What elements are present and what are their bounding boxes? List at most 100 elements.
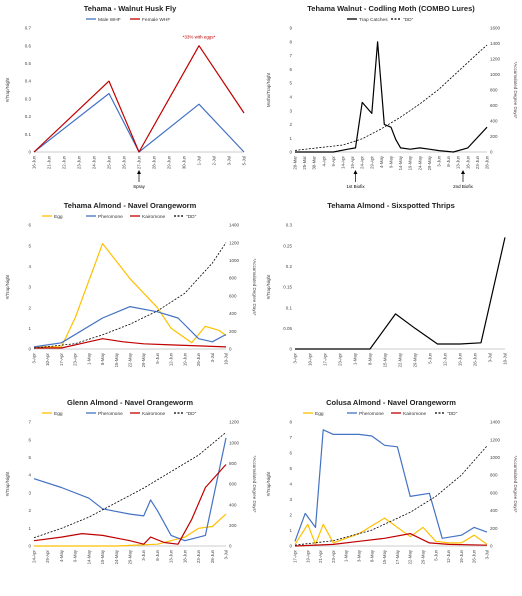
y2-tick-label: 200 — [229, 329, 237, 334]
x-tick-label: 3-Jun — [141, 549, 146, 560]
x-tick-label: 26-Jun — [472, 549, 477, 563]
chart-title: Tehama Almond - Sixspotted Thrips — [327, 201, 455, 210]
legend-label-egg: Egg — [315, 411, 324, 417]
y2-tick-label: 1200 — [490, 437, 501, 442]
x-tick-label: 19-Apr — [350, 155, 355, 168]
x-tick-label: 28-Jun — [152, 155, 157, 169]
y-tick-label: 2 — [289, 122, 292, 127]
x-tick-label: 13-Jun — [456, 155, 461, 169]
y2-tick-label: 800 — [229, 461, 237, 466]
y-axis-label: #/Trap/Night — [5, 274, 10, 299]
legend-label-pheromone: Pheromone — [98, 214, 123, 220]
chart-panel-glenn-navel-orangeworm: Glenn Almond - Navel Orangeworm Egg Pherom… — [0, 394, 261, 591]
y-tick-label: 0.25 — [283, 243, 292, 248]
y2-tick-label: 1400 — [490, 420, 501, 425]
series-line-kairomone — [33, 464, 227, 545]
x-tick-label: 25-Jun — [107, 155, 112, 169]
chart-title: Colusa Almond - Navel Orangeworm — [326, 398, 456, 407]
x-tick-label: 3-Jul — [488, 353, 493, 362]
y2-tick-label: 800 — [490, 473, 498, 478]
y2-axis-label: *Accumulated Degree Days* — [513, 455, 518, 512]
x-tick-label: 23-Jun — [196, 549, 201, 563]
x-tick-label: 17-May — [395, 549, 400, 564]
series-line-thrips — [295, 237, 506, 350]
marker-arrow-head — [137, 170, 141, 174]
y-tick-label: 0 — [289, 544, 292, 549]
y-tick-label: 1 — [289, 136, 292, 141]
legend-label-kairomone: Kairomone — [142, 411, 166, 417]
y2-tick-label: 0 — [229, 544, 232, 549]
x-tick-label: 24-Jun — [92, 155, 97, 169]
x-tick-label: 5-Jun — [433, 549, 438, 560]
y2-tick-label: 1400 — [229, 223, 240, 228]
legend-label-dd: "DD" — [447, 411, 458, 417]
legend-label-pheromone: Pheromone — [98, 411, 123, 417]
x-tick-label: 29-Apr — [45, 549, 50, 562]
x-tick-label: 14-May — [398, 155, 403, 170]
y-tick-label: 3 — [289, 108, 292, 113]
y-tick-label: 0.05 — [283, 326, 292, 331]
x-tick-label: 9-Apr — [331, 155, 336, 166]
y-tick-label: 6 — [289, 451, 292, 456]
y-tick-label: 3 — [28, 285, 31, 290]
x-tick-label: 27-Jun — [137, 155, 142, 169]
y-axis-label: #/Trap/Night — [5, 471, 10, 496]
legend-label-dd: "DD" — [186, 214, 197, 220]
marker-arrow-head — [461, 170, 465, 174]
x-tick-label: 30-Mar — [312, 155, 317, 169]
y-tick-label: 0.15 — [283, 285, 292, 290]
y-tick-label: 9 — [289, 26, 292, 31]
x-tick-label: 8-May — [100, 352, 105, 365]
y-tick-label: 1 — [28, 326, 31, 331]
x-tick-label: 17-Apr — [59, 352, 64, 365]
x-tick-label: 24-May — [417, 155, 422, 170]
chart-title: Tehama - Walnut Husk Fly — [84, 4, 177, 13]
x-tick-label: 1-Jul — [197, 156, 202, 165]
y2-tick-label: 1600 — [490, 26, 501, 31]
series-line-egg — [294, 517, 488, 545]
y-tick-label: 6 — [28, 437, 31, 442]
x-tick-label: 14-May — [86, 549, 91, 564]
x-tick-label: 15-May — [382, 549, 387, 564]
x-tick-label: 10-Jul — [224, 353, 229, 365]
y-tick-label: 7 — [289, 53, 292, 58]
x-tick-label: 16-Jun — [32, 155, 37, 169]
y-axis-label: #/Trap/Night — [266, 471, 271, 496]
y-tick-label: 6 — [28, 223, 31, 228]
y2-tick-label: 600 — [490, 490, 498, 495]
x-tick-label: 3-Jul — [227, 156, 232, 165]
x-tick-label: 19-May — [100, 549, 105, 564]
x-tick-label: 5-Jun — [155, 352, 160, 363]
legend-label-trap-catches: Trap Catches — [359, 17, 388, 23]
x-tick-label: 21-Jun — [47, 155, 52, 169]
x-tick-label: 29-May — [128, 549, 133, 564]
x-tick-label: 15-May — [114, 352, 119, 367]
y-tick-label: 5 — [28, 455, 31, 460]
x-tick-label: 24-May — [114, 549, 119, 564]
chart-panel-sixspotted-thrips: Tehama Almond - Sixspotted Thrips 0 0.05 0.… — [261, 197, 522, 394]
x-tick-label: 19-Jun — [458, 352, 463, 366]
x-tick-label: 3-Apr — [293, 352, 298, 363]
x-tick-label: 13-Jun — [169, 549, 174, 563]
y-tick-label: 0 — [28, 544, 31, 549]
x-tick-label: 29-Apr — [369, 155, 374, 168]
x-tick-label: 19-Apr — [305, 549, 310, 562]
x-tick-label: 12-Jun — [443, 352, 448, 366]
y-tick-label: 0 — [289, 150, 292, 155]
y-tick-label: 0.1 — [25, 132, 32, 137]
y-tick-label: 0.2 — [286, 264, 293, 269]
x-tick-label: 3-Jul — [224, 550, 229, 559]
x-tick-label: 15-May — [383, 352, 388, 367]
y-tick-label: 1 — [28, 526, 31, 531]
legend-label-egg: Egg — [54, 411, 63, 417]
chart-panel-tehama-navel-orangeworm: Tehama Almond - Navel Orangeworm Egg Phero… — [0, 197, 261, 394]
y-tick-label: 4 — [289, 482, 292, 487]
x-tick-label: 17-Apr — [293, 549, 298, 562]
y2-tick-label: 0 — [490, 544, 493, 549]
y-axis-label: #/Trap/Night — [266, 274, 271, 299]
legend-label-kairomone: Kairomone — [142, 214, 166, 220]
y2-tick-label: 1000 — [229, 440, 240, 445]
x-tick-label: 12-Jun — [169, 352, 174, 366]
